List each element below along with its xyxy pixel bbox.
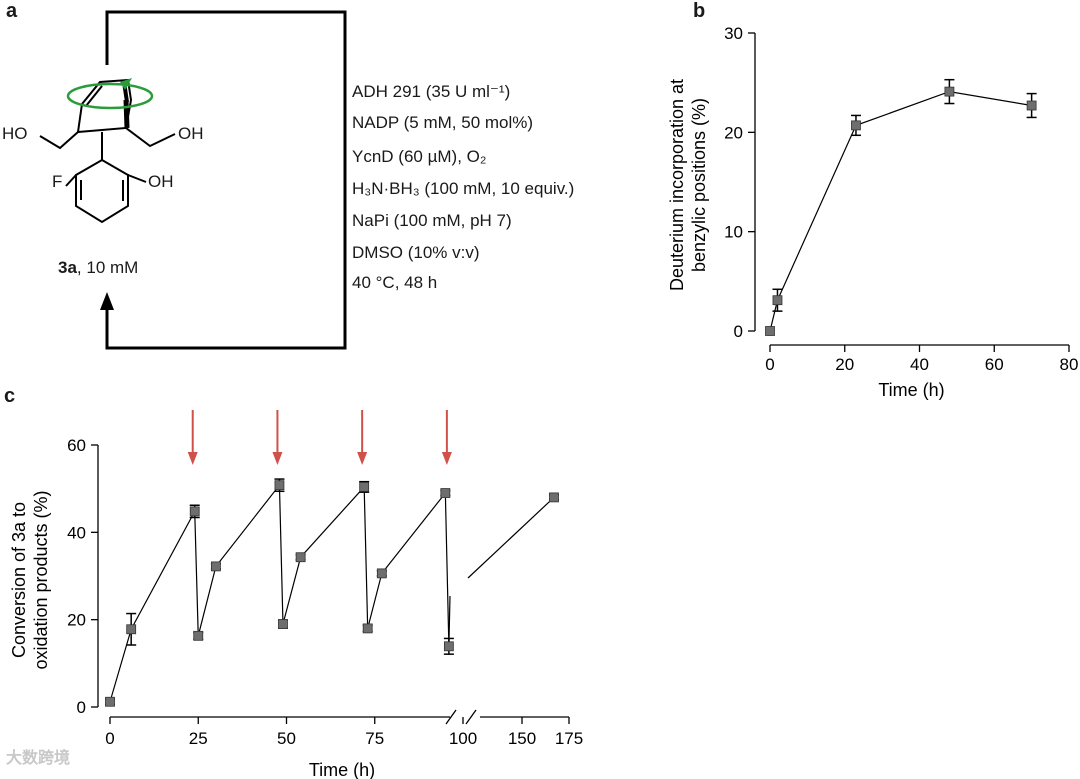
condition-oxidase: YcnD (60 µM), O₂: [352, 147, 487, 166]
data-point-1: [772, 295, 783, 306]
data-point-12: [443, 641, 454, 652]
x-axis-label: Time (h): [309, 760, 375, 779]
condition-temperature-time: 40 °C, 48 h: [352, 273, 438, 292]
x-tick-label-4: 100: [449, 729, 477, 748]
panel-label-a: a: [6, 0, 18, 22]
fluoro-label: F: [52, 172, 63, 191]
y-tick-label-0: 0: [734, 322, 743, 341]
data-point-5: [274, 480, 285, 491]
data-point-11: [440, 488, 451, 498]
y-tick-label-1: 10: [724, 223, 743, 242]
y-axis-label-line1: Deuterium incorporation at: [667, 79, 687, 291]
addition-arrowhead-icon-3: [441, 452, 452, 465]
compound-id: 3a: [58, 258, 77, 277]
y-tick-label-1: 20: [67, 611, 86, 630]
data-point-13: [549, 492, 559, 503]
x-tick-label-3: 75: [365, 729, 384, 748]
addition-arrowhead-icon-2: [357, 452, 368, 465]
x-tick-label-2: 50: [277, 729, 296, 748]
y-tick-label-2: 20: [724, 123, 743, 142]
x-tick-label-4: 80: [1060, 355, 1079, 374]
panel-label-b: b: [693, 0, 706, 22]
axis-break-mark-left: [445, 709, 457, 725]
x-tick-label-3: 60: [985, 355, 1004, 374]
compound-conc: , 10 mM: [76, 258, 139, 277]
addition-arrowhead-icon-0: [187, 452, 198, 465]
x-tick-label-0: 0: [765, 355, 774, 374]
data-point-7: [295, 552, 306, 563]
series-line-from-break: [467, 496, 555, 579]
x-axis-label: Time (h): [878, 380, 944, 400]
x-tick-label-1: 25: [189, 729, 208, 748]
data-point-9: [362, 623, 373, 634]
data-point-4: [1026, 100, 1037, 111]
rotation-arrow-icon: [120, 78, 132, 90]
condition-cosolvent: DMSO (10% v:v): [352, 243, 480, 262]
rotation-ellipse: [66, 82, 154, 110]
x-tick-label-0: 0: [105, 729, 114, 748]
y-axis-label-line2: oxidation products (%): [31, 490, 51, 669]
data-point-0: [105, 696, 115, 707]
data-point-0: [765, 326, 775, 336]
x-tick-label-6: 175: [555, 729, 583, 748]
x-tick-label-1: 20: [835, 355, 854, 374]
addition-arrowhead-icon-1: [272, 452, 283, 465]
hydroxymethyl-left-label: HO: [2, 124, 28, 143]
condition-buffer: NaPi (100 mM, pH 7): [352, 211, 512, 230]
phenol-oh-label: OH: [148, 172, 174, 191]
compound-label: 3a, 10 mM: [58, 258, 138, 278]
arrow-head-icon: [100, 292, 114, 310]
y-tick-label-2: 40: [67, 523, 86, 542]
x-tick-label-5: 150: [508, 729, 536, 748]
y-tick-label-3: 30: [724, 24, 743, 43]
y-axis-label-line2: benzylic positions (%): [689, 98, 709, 272]
condition-enzyme: ADH 291 (35 U ml⁻¹): [352, 82, 511, 101]
panel-label-c: c: [4, 385, 16, 407]
axis-break-mark-right: [465, 709, 477, 725]
data-point-3: [193, 630, 204, 641]
data-point-8: [359, 482, 370, 492]
series-line: [109, 483, 450, 702]
cycle-path: [105, 10, 347, 350]
condition-cofactor: NADP (5 mM, 50 mol%): [352, 113, 534, 132]
y-tick-label-0: 0: [77, 698, 86, 717]
data-point-10: [376, 568, 387, 579]
data-point-1: [126, 624, 137, 635]
data-point-4: [210, 561, 221, 572]
x-tick-label-2: 40: [910, 355, 929, 374]
watermark-text: 大数跨境: [6, 750, 71, 767]
data-point-2: [851, 120, 861, 131]
data-point-3: [944, 86, 955, 97]
data-point-2: [189, 506, 200, 517]
y-tick-label-3: 60: [67, 436, 86, 455]
condition-reductant: H₃N·BH₃ (100 mM, 10 equiv.): [352, 179, 575, 198]
y-axis-label-line1: Conversion of 3a to: [9, 502, 29, 658]
data-point-6: [278, 619, 288, 629]
hydroxymethyl-right-label: OH: [178, 124, 204, 143]
